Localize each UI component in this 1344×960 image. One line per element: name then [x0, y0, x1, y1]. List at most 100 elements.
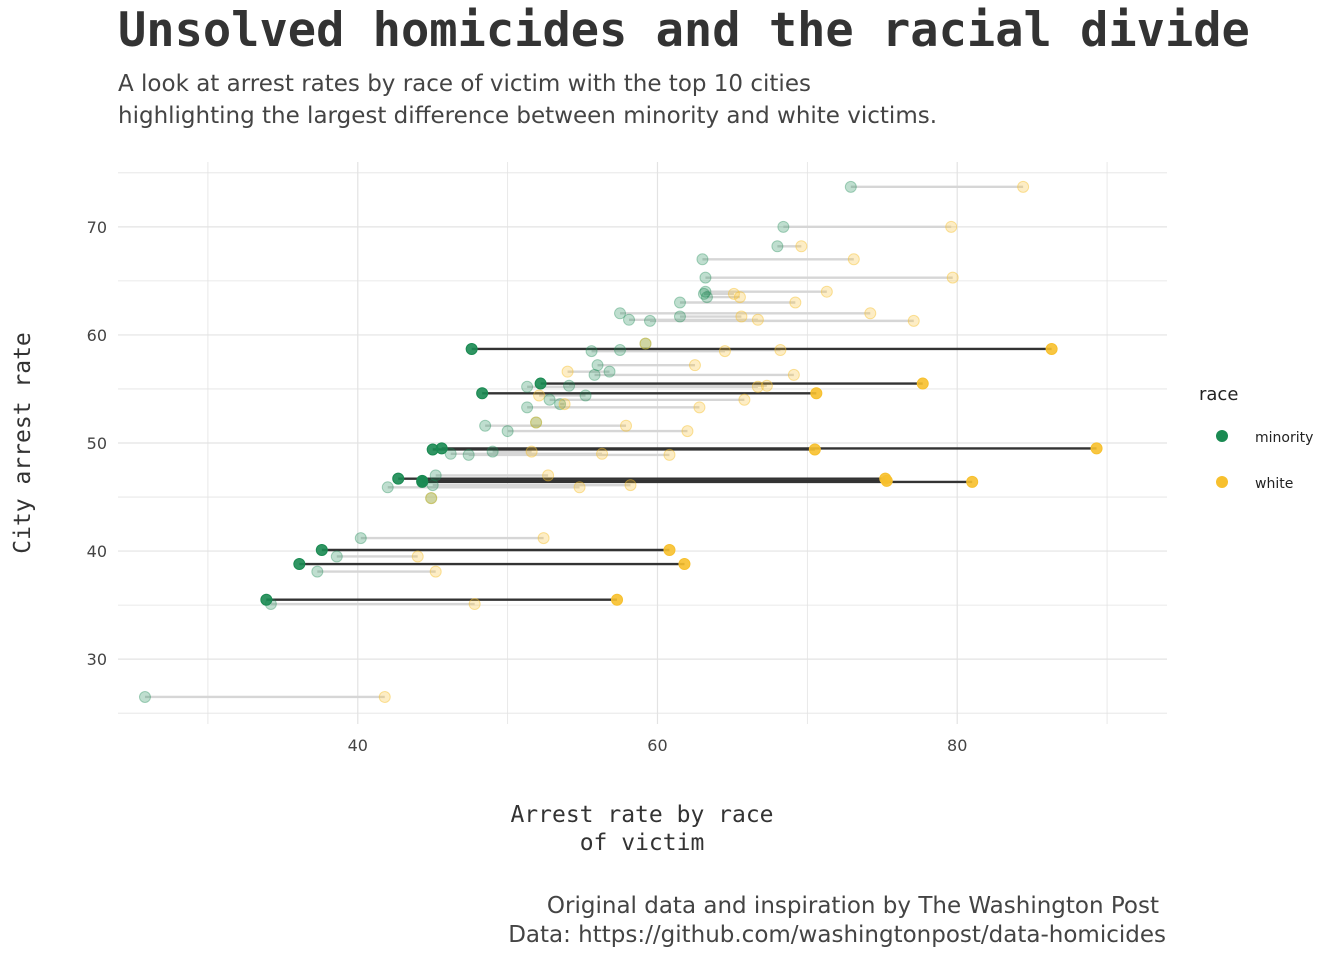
point-white [678, 558, 691, 571]
point-minority [673, 310, 686, 323]
point-minority [426, 443, 439, 456]
point-white [810, 387, 823, 400]
point-white [795, 240, 808, 253]
point-minority [465, 342, 478, 355]
point-minority [293, 558, 306, 571]
point-white [820, 285, 833, 298]
point-minority [585, 345, 598, 358]
legend-label-minority: minority [1255, 430, 1313, 446]
point-white [907, 314, 920, 327]
point-white [688, 359, 701, 372]
dumbbell-segments [144, 185, 1097, 699]
point-minority [623, 313, 636, 326]
point-white [880, 474, 893, 487]
point-minority [603, 365, 616, 378]
grid [118, 162, 1167, 724]
point-minority [330, 550, 343, 563]
point-minority [462, 448, 475, 461]
y-axis-ticks: 30 40 50 60 70 [87, 218, 107, 669]
legend-title: race [1199, 384, 1238, 405]
caption-line-2: Data: https://github.com/washingtonpost/… [508, 922, 1166, 948]
point-minority [579, 389, 592, 402]
point-minority [315, 543, 328, 556]
point-minority [699, 271, 712, 284]
point-minority [563, 379, 576, 392]
point-white [774, 344, 787, 357]
point-minority [771, 240, 784, 253]
point-white [542, 469, 555, 482]
point-minority [486, 445, 499, 458]
caption-line-1: Original data and inspiration by The Was… [547, 893, 1159, 919]
point-minority [479, 419, 492, 432]
point-minority [777, 220, 790, 233]
x-tick-label: 40 [348, 736, 368, 755]
point-white [663, 543, 676, 556]
point-white [558, 398, 571, 411]
point-minority [643, 314, 656, 327]
point-minority [699, 285, 712, 298]
y-tick-label: 60 [87, 326, 107, 345]
y-tick-label: 30 [87, 650, 107, 669]
point-white [727, 287, 740, 300]
point-white [411, 550, 424, 563]
legend-swatch-white [1216, 476, 1228, 488]
chart-title: Unsolved homicides and the racial divide [118, 3, 1250, 58]
point-white [760, 379, 773, 392]
point-white [864, 307, 877, 320]
point-minority [444, 447, 457, 460]
point-minority [614, 307, 627, 320]
point-white [596, 447, 609, 460]
point-white [945, 220, 958, 233]
point-white [718, 345, 731, 358]
point-white [789, 296, 802, 309]
x-axis-title-line-2: of victim [580, 830, 705, 856]
point-white [735, 310, 748, 323]
point-minority [521, 380, 534, 393]
point-minority [591, 359, 604, 372]
data-points [138, 180, 1103, 703]
point-minority [381, 481, 394, 494]
point-white [537, 532, 550, 545]
chart-subtitle-line-2: highlighting the largest difference betw… [118, 103, 937, 129]
point-minority [588, 368, 601, 381]
point-minority [429, 469, 442, 482]
point-white [946, 271, 959, 284]
point-minority [392, 472, 405, 485]
x-tick-label: 80 [947, 736, 967, 755]
legend-label-white: white [1255, 476, 1293, 492]
y-tick-label: 70 [87, 218, 107, 237]
point-minority [138, 690, 151, 703]
point-white [429, 565, 442, 578]
point-white [751, 313, 764, 326]
point-white [378, 690, 391, 703]
x-tick-label: 60 [647, 736, 667, 755]
y-tick-label: 50 [87, 434, 107, 453]
point-white [573, 481, 586, 494]
point-white [787, 368, 800, 381]
legend-swatch-minority [1216, 430, 1228, 442]
point-minority [697, 287, 710, 300]
point-white [916, 377, 929, 390]
point-minority [501, 425, 514, 438]
point-white [847, 253, 860, 266]
point-minority [416, 475, 429, 488]
point-minority [614, 344, 627, 357]
point-white [751, 380, 764, 393]
point-minority [554, 398, 567, 411]
point-minority [543, 393, 556, 406]
point-white [808, 443, 821, 456]
x-axis-title-line-1: Arrest rate by race [510, 802, 773, 828]
point-white [468, 598, 481, 611]
point-white [1090, 442, 1103, 455]
point-minority [354, 532, 367, 545]
point-minority [534, 377, 547, 390]
point-white [525, 445, 538, 458]
point-white [693, 401, 706, 414]
point-minority [311, 565, 324, 578]
point-minority [476, 387, 489, 400]
x-axis-ticks: 40 60 80 [348, 736, 968, 755]
point-white [561, 365, 574, 378]
point-white [425, 492, 438, 505]
point-minority [530, 416, 543, 429]
